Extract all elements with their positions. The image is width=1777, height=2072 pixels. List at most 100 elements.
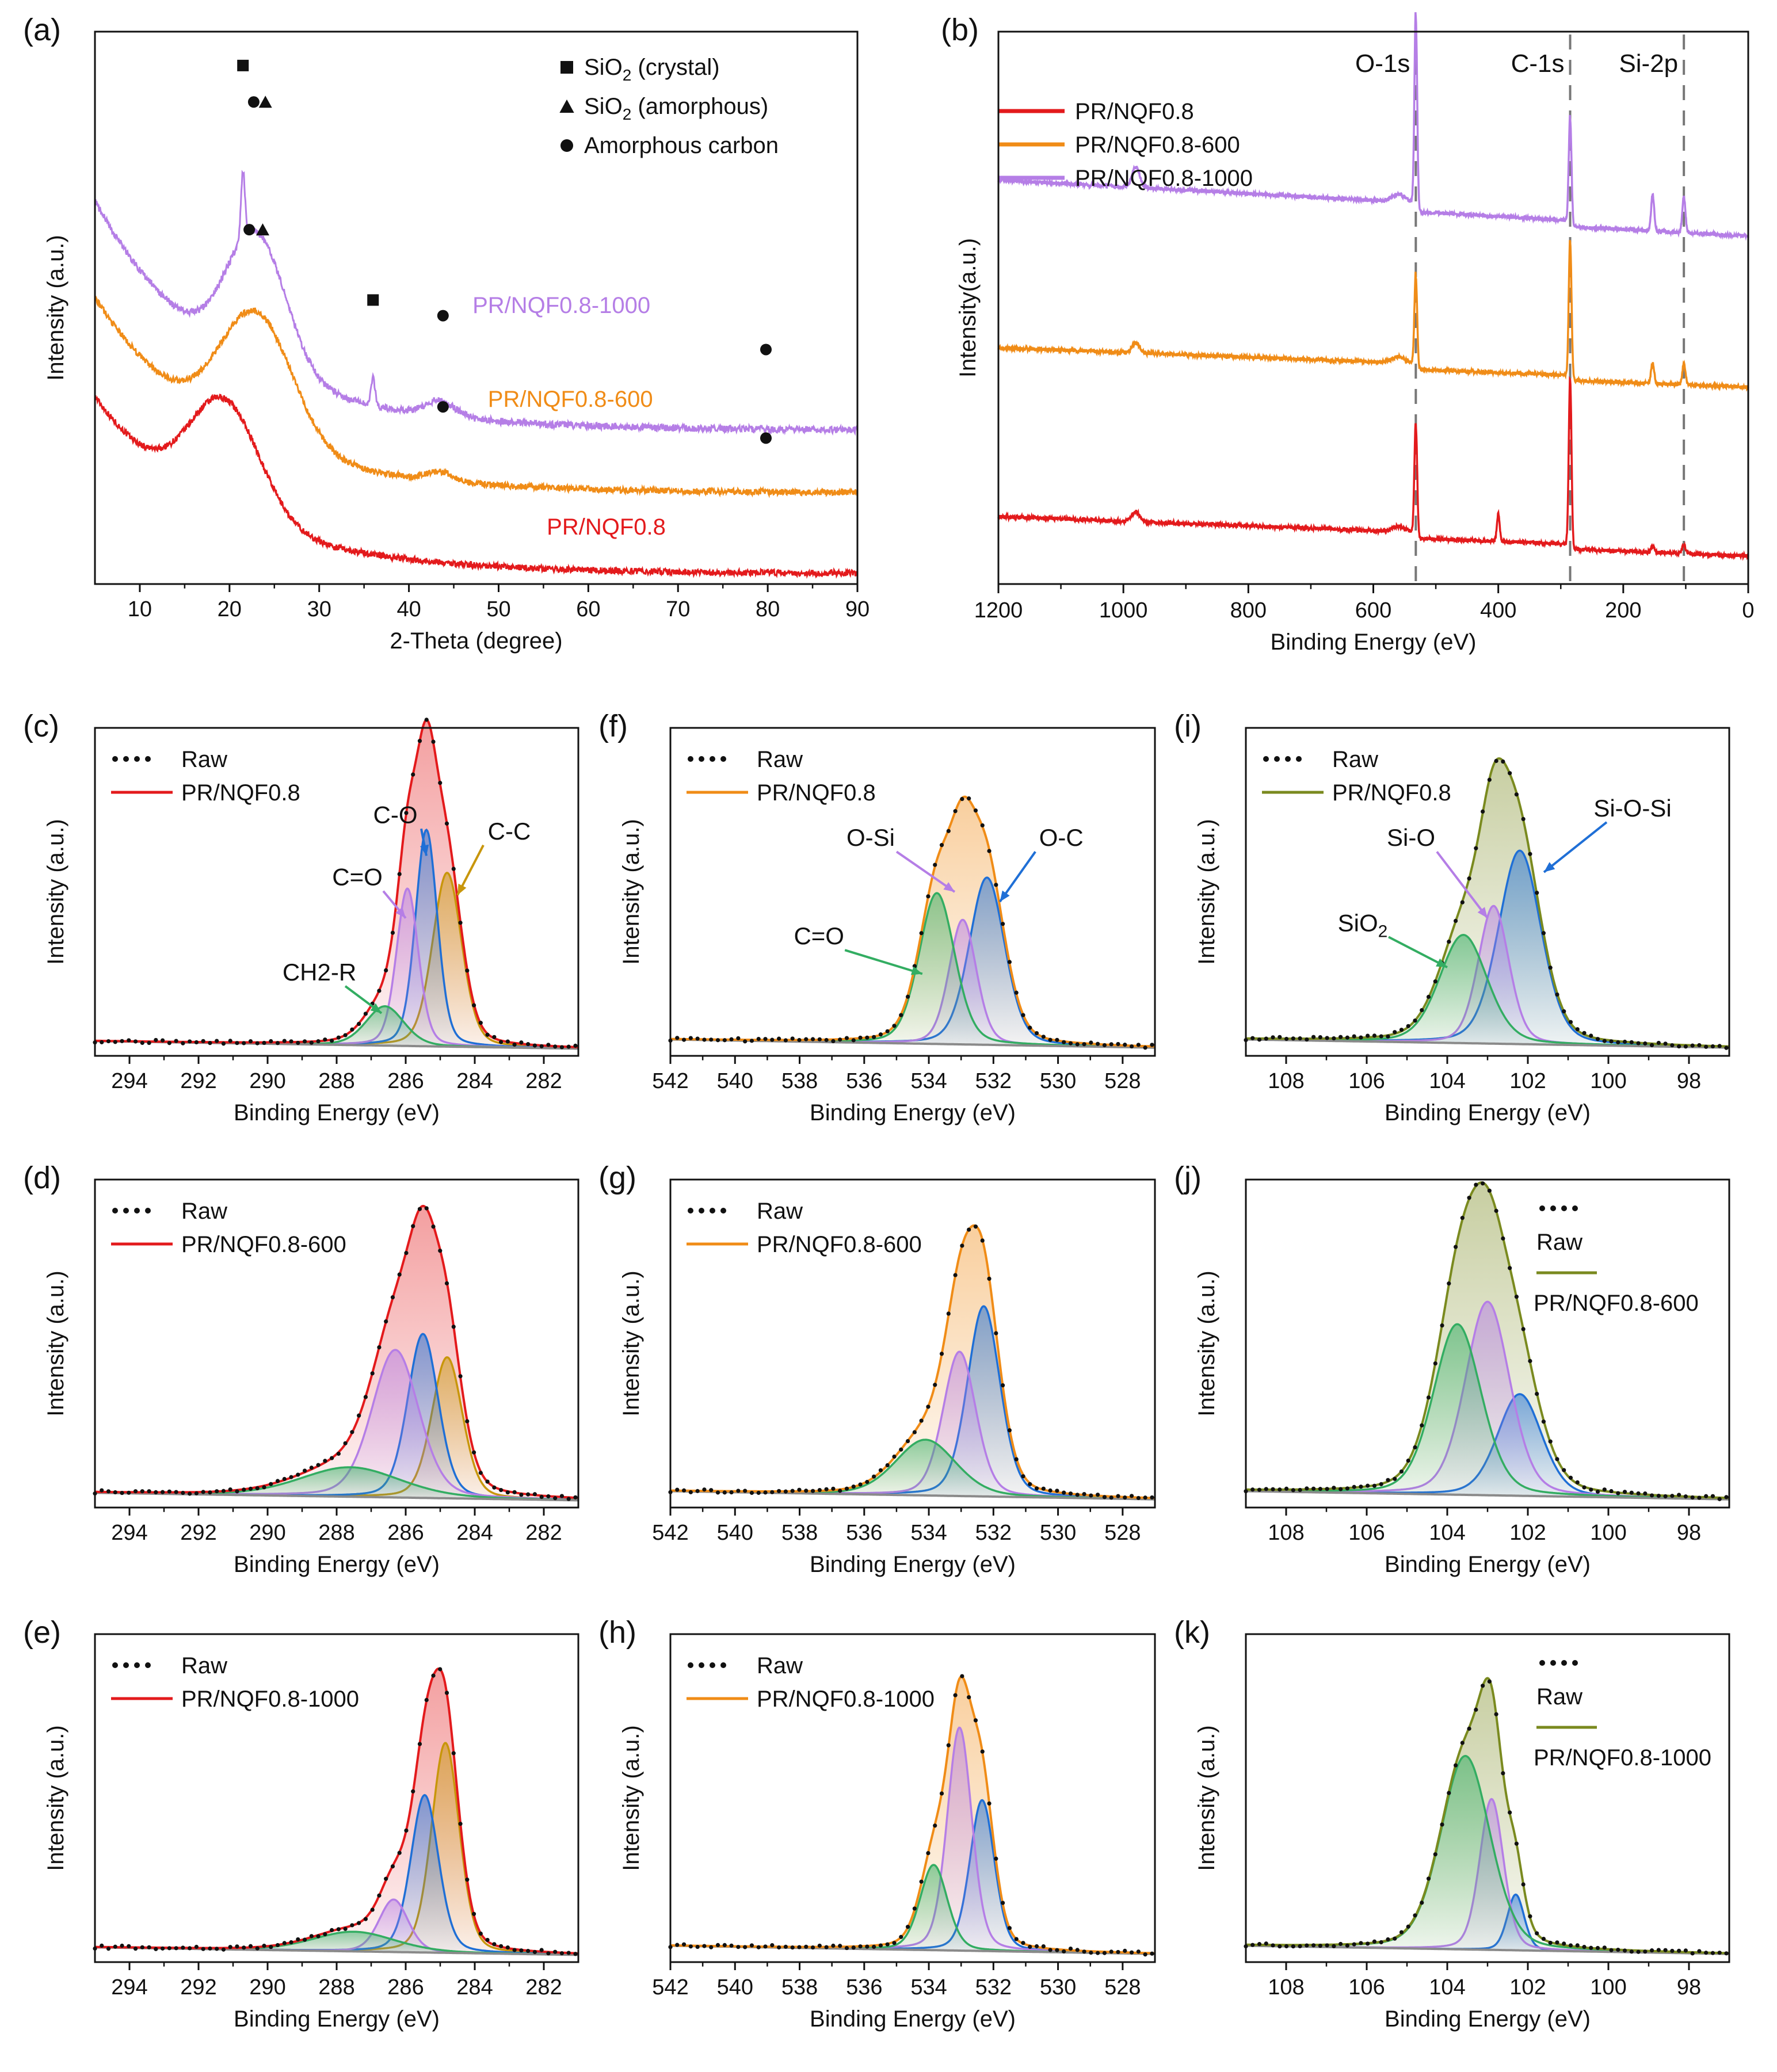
x-tick-label: 540	[717, 1521, 753, 1545]
raw-data-point	[1616, 1947, 1620, 1952]
raw-data-point	[980, 1238, 985, 1243]
series-line-1	[997, 376, 1749, 561]
raw-data-point	[370, 1371, 375, 1376]
x-tick-label: 530	[1040, 1521, 1076, 1545]
x-axis-label: Binding Energy (eV)	[234, 2006, 440, 2032]
raw-data-point	[1339, 1487, 1343, 1491]
x-tick-label: 600	[1355, 598, 1391, 623]
raw-data-point	[1379, 1940, 1383, 1945]
x-tick-label: 104	[1429, 1975, 1465, 2000]
raw-data-point	[499, 1040, 504, 1044]
raw-data-point	[1075, 1493, 1080, 1497]
raw-data-point	[858, 1035, 863, 1040]
phase-marker-circle	[437, 310, 449, 322]
raw-data-point	[1521, 1327, 1526, 1331]
raw-data-point	[1535, 1931, 1539, 1936]
region-label: O-1s	[1355, 49, 1410, 78]
raw-data-point	[1501, 1771, 1505, 1776]
legend-fit-label: PR/NQF0.8-1000	[181, 1686, 359, 1712]
x-tick-label: 30	[307, 597, 331, 621]
raw-data-point	[892, 1024, 897, 1028]
raw-data-point	[878, 1032, 883, 1037]
x-tick-label: 530	[1040, 1975, 1076, 2000]
series-label: PR/NQF0.8	[547, 514, 666, 540]
x-tick-label: 542	[652, 1069, 688, 1093]
raw-data-point	[1048, 1037, 1053, 1042]
raw-data-point	[465, 1878, 470, 1882]
raw-data-point	[1724, 1495, 1729, 1499]
raw-data-point	[729, 1490, 734, 1495]
raw-data-point	[865, 1944, 870, 1949]
raw-data-point	[566, 1497, 571, 1501]
raw-data-point	[1311, 1486, 1316, 1491]
raw-data-point	[722, 1490, 727, 1495]
raw-data-point	[113, 1944, 117, 1949]
legend-raw-marker	[1550, 1660, 1556, 1666]
raw-data-point	[878, 1943, 883, 1948]
raw-data-point	[1494, 758, 1498, 764]
x-tick-label: 536	[846, 1521, 882, 1545]
raw-data-point	[1352, 1942, 1356, 1947]
raw-data-point	[397, 1272, 402, 1277]
raw-data-point	[1406, 1024, 1410, 1028]
legend-raw-label: Raw	[757, 1199, 803, 1224]
raw-data-point	[363, 1395, 368, 1399]
peak-label: C=O	[332, 864, 383, 891]
raw-data-point	[899, 1934, 903, 1939]
raw-data-point	[201, 1490, 205, 1494]
raw-data-point	[1548, 1940, 1553, 1945]
raw-data-point	[844, 1945, 849, 1951]
raw-data-point	[824, 1945, 829, 1949]
raw-data-point	[194, 1944, 199, 1949]
legend-raw-marker	[145, 756, 151, 762]
raw-data-point	[865, 1035, 870, 1040]
x-tick-label: 532	[975, 1069, 1012, 1093]
x-tick-label: 0	[1742, 598, 1754, 623]
x-tick-label: 532	[975, 1975, 1012, 2000]
raw-data-point	[729, 1037, 734, 1041]
chart-panel-f: O-Si O-C C=O Raw PR/NQF0.8 542 540 538 536 534 532…	[598, 709, 1156, 1125]
component-fill	[670, 1865, 1155, 1954]
raw-data-point	[770, 1490, 775, 1494]
raw-data-point	[1433, 1852, 1437, 1857]
raw-data-point	[1007, 1926, 1012, 1930]
raw-data-point	[1453, 1763, 1458, 1768]
peak-arrowhead	[1544, 862, 1555, 872]
raw-data-point	[1704, 1951, 1709, 1955]
x-tick-label: 534	[910, 1521, 947, 1545]
raw-data-point	[1724, 1045, 1729, 1050]
x-tick-label: 286	[387, 1069, 424, 1093]
raw-data-point	[1359, 1941, 1363, 1945]
raw-data-point	[248, 1486, 253, 1491]
raw-data-point	[872, 1035, 876, 1039]
legend-raw-marker	[145, 1662, 151, 1668]
raw-data-point	[553, 1949, 558, 1954]
raw-data-point	[1508, 1810, 1512, 1815]
raw-data-point	[1366, 1033, 1370, 1038]
raw-data-point	[316, 1463, 321, 1467]
raw-data-point	[526, 1042, 531, 1047]
raw-data-point	[1670, 1494, 1675, 1498]
raw-data-point	[1318, 1944, 1322, 1948]
raw-data-point	[471, 1450, 476, 1455]
raw-data-point	[1582, 1485, 1587, 1490]
raw-data-point	[1014, 1937, 1019, 1941]
raw-data-point	[140, 1489, 144, 1494]
raw-data-point	[824, 1487, 829, 1491]
raw-data-point	[275, 1479, 280, 1483]
series-line-2	[997, 240, 1749, 392]
raw-data-point	[1298, 1487, 1302, 1493]
raw-data-point	[532, 1043, 537, 1048]
raw-data-point	[756, 1036, 761, 1041]
raw-data-point	[390, 930, 395, 935]
raw-data-point	[1150, 1951, 1154, 1956]
raw-data-point	[262, 1040, 266, 1045]
raw-data-point	[702, 1037, 707, 1042]
raw-data-point	[1143, 1495, 1147, 1500]
raw-data-point	[1677, 1044, 1681, 1049]
x-tick-label: 528	[1104, 1521, 1141, 1545]
y-axis-label: Intensity (a.u.)	[1194, 819, 1219, 964]
raw-data-point	[946, 829, 951, 833]
raw-data-point	[1055, 1948, 1059, 1952]
raw-data-point	[1447, 939, 1451, 944]
